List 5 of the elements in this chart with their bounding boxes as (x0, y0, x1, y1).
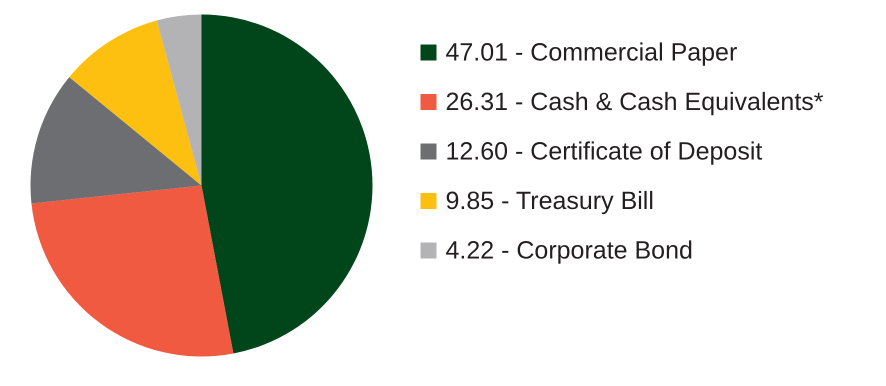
legend-label: 47.01 - Commercial Paper (446, 38, 738, 66)
legend-label: 9.85 - Treasury Bill (446, 187, 654, 215)
legend-label: 26.31 - Cash & Cash Equivalents* (446, 88, 824, 116)
legend-label: 12.60 - Certificate of Deposit (446, 138, 762, 166)
legend-label: 4.22 - Corporate Bond (446, 236, 693, 264)
